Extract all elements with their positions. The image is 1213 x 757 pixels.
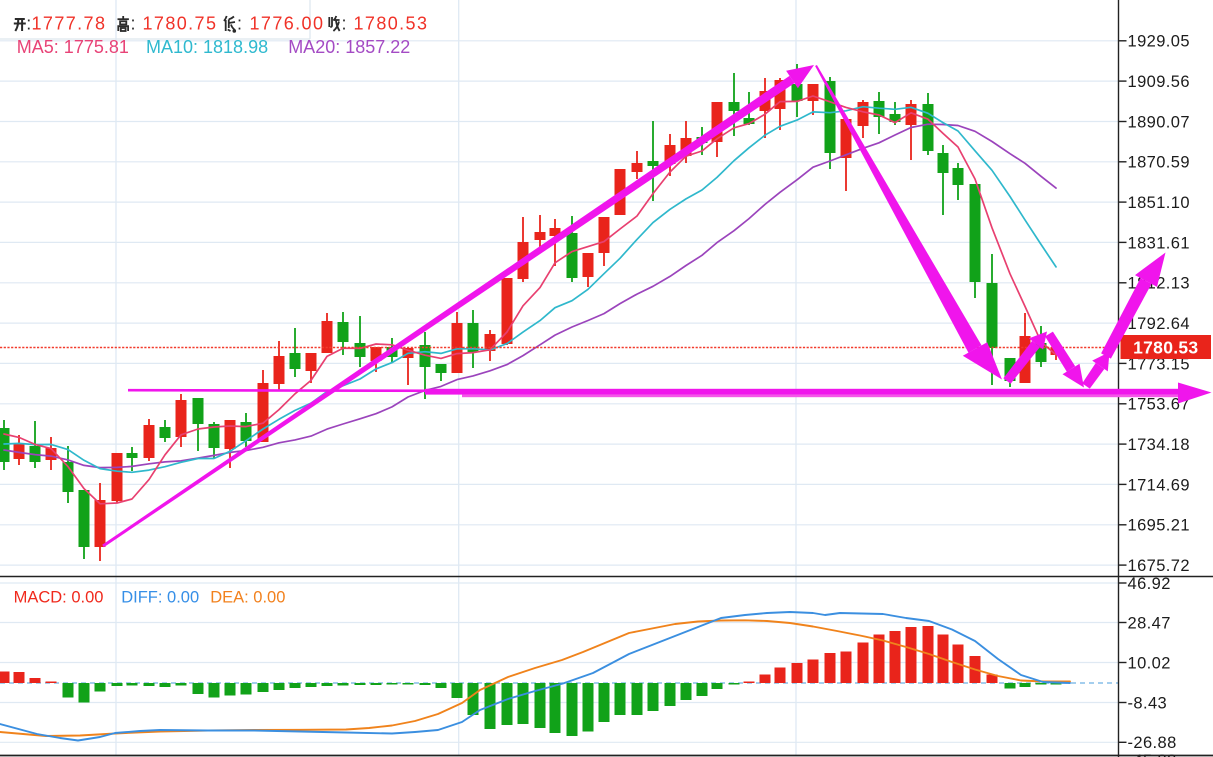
- svg-text::: :: [131, 14, 136, 34]
- svg-text:1929.05: 1929.05: [1128, 33, 1190, 51]
- svg-text:1792.64: 1792.64: [1128, 315, 1190, 333]
- svg-text:46.92: 46.92: [1128, 575, 1171, 593]
- svg-text:DEA: 0.00: DEA: 0.00: [210, 589, 285, 607]
- svg-text:1909.56: 1909.56: [1128, 73, 1190, 91]
- svg-text::: :: [237, 14, 242, 34]
- svg-text::: :: [26, 14, 31, 34]
- svg-text:-8.43: -8.43: [1128, 694, 1168, 712]
- svg-text:1777.78: 1777.78: [32, 14, 107, 34]
- svg-text:1776.00: 1776.00: [250, 14, 325, 34]
- svg-text:MA10: 1818.98: MA10: 1818.98: [146, 37, 268, 57]
- svg-text:1714.69: 1714.69: [1128, 476, 1190, 494]
- svg-text:1851.10: 1851.10: [1128, 194, 1190, 212]
- svg-text:1890.07: 1890.07: [1128, 113, 1190, 131]
- svg-text:1831.61: 1831.61: [1128, 234, 1190, 252]
- svg-text:1780.53: 1780.53: [1133, 338, 1198, 358]
- svg-text:-26.88: -26.88: [1128, 734, 1177, 752]
- svg-text:DIFF: 0.00: DIFF: 0.00: [121, 589, 199, 607]
- svg-text:MACD: 0.00: MACD: 0.00: [14, 589, 104, 607]
- svg-text:10.02: 10.02: [1128, 654, 1171, 672]
- svg-text:1734.18: 1734.18: [1128, 436, 1190, 454]
- svg-text::: :: [342, 14, 347, 34]
- svg-text:MA20: 1857.22: MA20: 1857.22: [288, 37, 410, 57]
- svg-text:1780.75: 1780.75: [143, 14, 218, 34]
- svg-text:1675.72: 1675.72: [1128, 557, 1190, 575]
- svg-text:1773.15: 1773.15: [1128, 355, 1190, 373]
- svg-text:1780.53: 1780.53: [354, 14, 429, 34]
- svg-text:1695.21: 1695.21: [1128, 517, 1190, 535]
- svg-text:1753.67: 1753.67: [1128, 396, 1190, 414]
- svg-text:-45.33: -45.33: [1128, 752, 1177, 757]
- svg-text:MA5: 1775.81: MA5: 1775.81: [17, 37, 129, 57]
- svg-text:1870.59: 1870.59: [1128, 154, 1190, 172]
- svg-text:28.47: 28.47: [1128, 614, 1171, 632]
